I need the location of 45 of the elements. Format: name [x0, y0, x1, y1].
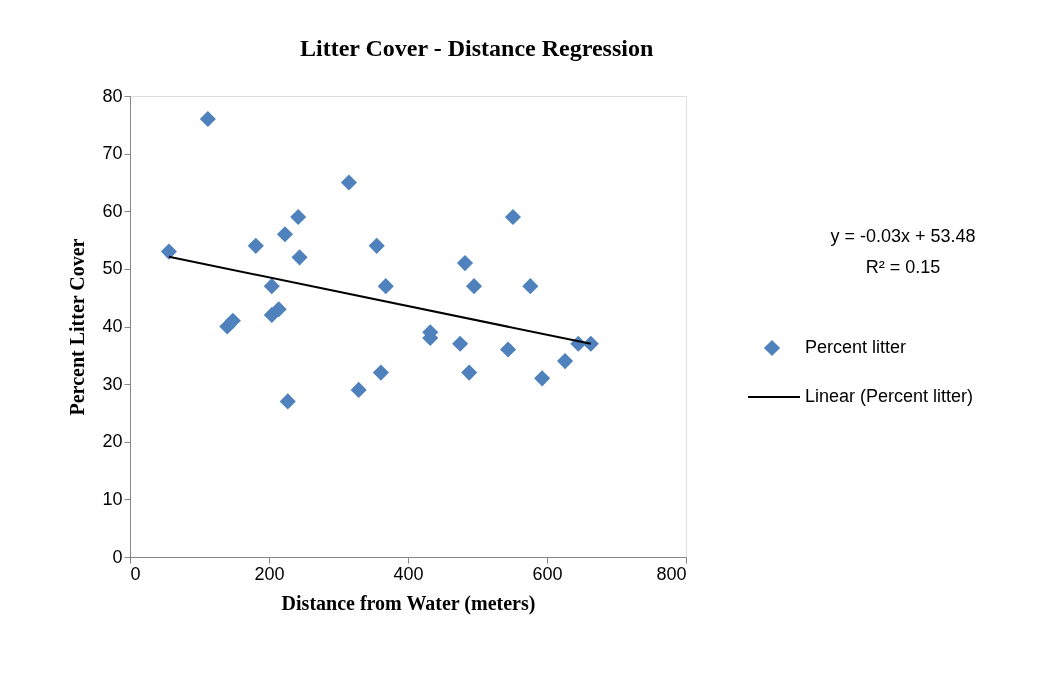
y-tick-label: 0: [112, 546, 123, 567]
point: [504, 208, 522, 226]
y-tick-label: 80: [102, 85, 123, 106]
y-tick-label: 50: [102, 258, 123, 279]
point: [224, 312, 241, 329]
point: [263, 278, 280, 295]
point: [372, 364, 389, 381]
x-tick-label: 400: [393, 563, 424, 584]
point: [500, 341, 517, 358]
point: [160, 243, 177, 260]
point: [270, 301, 287, 318]
y-tick-label: 60: [102, 200, 123, 221]
y-tick-label: 20: [102, 431, 123, 452]
x-tick-label: 0: [130, 563, 141, 584]
point: [340, 174, 357, 191]
y-tick-label: 10: [102, 488, 123, 509]
point: [247, 237, 264, 254]
y-axis-title: Percent Litter Cover: [66, 238, 89, 416]
point: [557, 353, 574, 370]
point: [534, 370, 551, 387]
x-axis-title: Distance from Water (meters): [281, 591, 536, 615]
x-tick-label: 200: [254, 563, 285, 584]
point: [291, 249, 308, 266]
point: [465, 278, 483, 295]
chart-title: Litter Cover - Distance Regression: [299, 35, 654, 61]
point: [522, 278, 539, 295]
point: [290, 208, 307, 226]
text: R² = 0.15: [865, 257, 941, 277]
x-tick-label: 600: [532, 563, 563, 584]
point: [350, 381, 367, 398]
x-tick-label: 800: [656, 563, 687, 584]
legend-label: Linear (Percent litter): [805, 386, 974, 406]
y-tick-label: 70: [102, 143, 123, 164]
point: [276, 226, 294, 243]
y-tick-label: 40: [102, 316, 123, 336]
point: [456, 255, 474, 272]
point: [279, 393, 296, 410]
y-tick-label: 30: [102, 373, 123, 394]
point: [461, 364, 478, 381]
text: y = -0.03x + 53.48: [830, 226, 976, 246]
legend-label: Percent litter: [805, 337, 907, 357]
point: [368, 237, 385, 254]
point: [377, 278, 394, 295]
point: [199, 110, 216, 128]
point: [452, 335, 469, 352]
